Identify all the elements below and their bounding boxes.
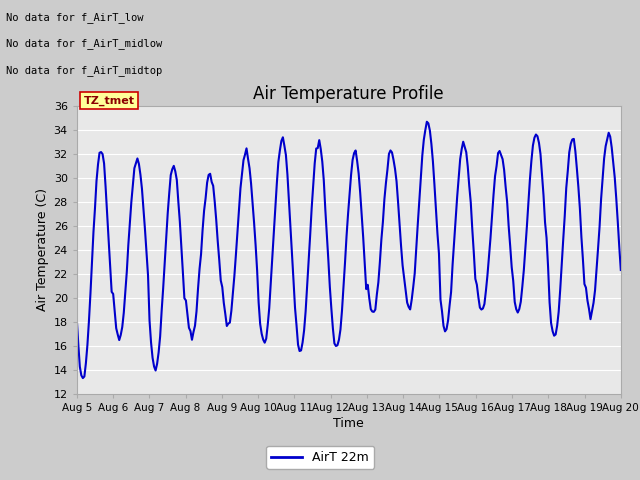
Text: TZ_tmet: TZ_tmet <box>84 96 135 106</box>
Y-axis label: Air Temperature (C): Air Temperature (C) <box>36 188 49 311</box>
Legend: AirT 22m: AirT 22m <box>266 446 374 469</box>
Title: Air Temperature Profile: Air Temperature Profile <box>253 84 444 103</box>
Text: No data for f_AirT_midtop: No data for f_AirT_midtop <box>6 65 163 76</box>
Text: No data for f_AirT_midlow: No data for f_AirT_midlow <box>6 38 163 49</box>
Text: No data for f_AirT_low: No data for f_AirT_low <box>6 12 144 23</box>
X-axis label: Time: Time <box>333 417 364 430</box>
